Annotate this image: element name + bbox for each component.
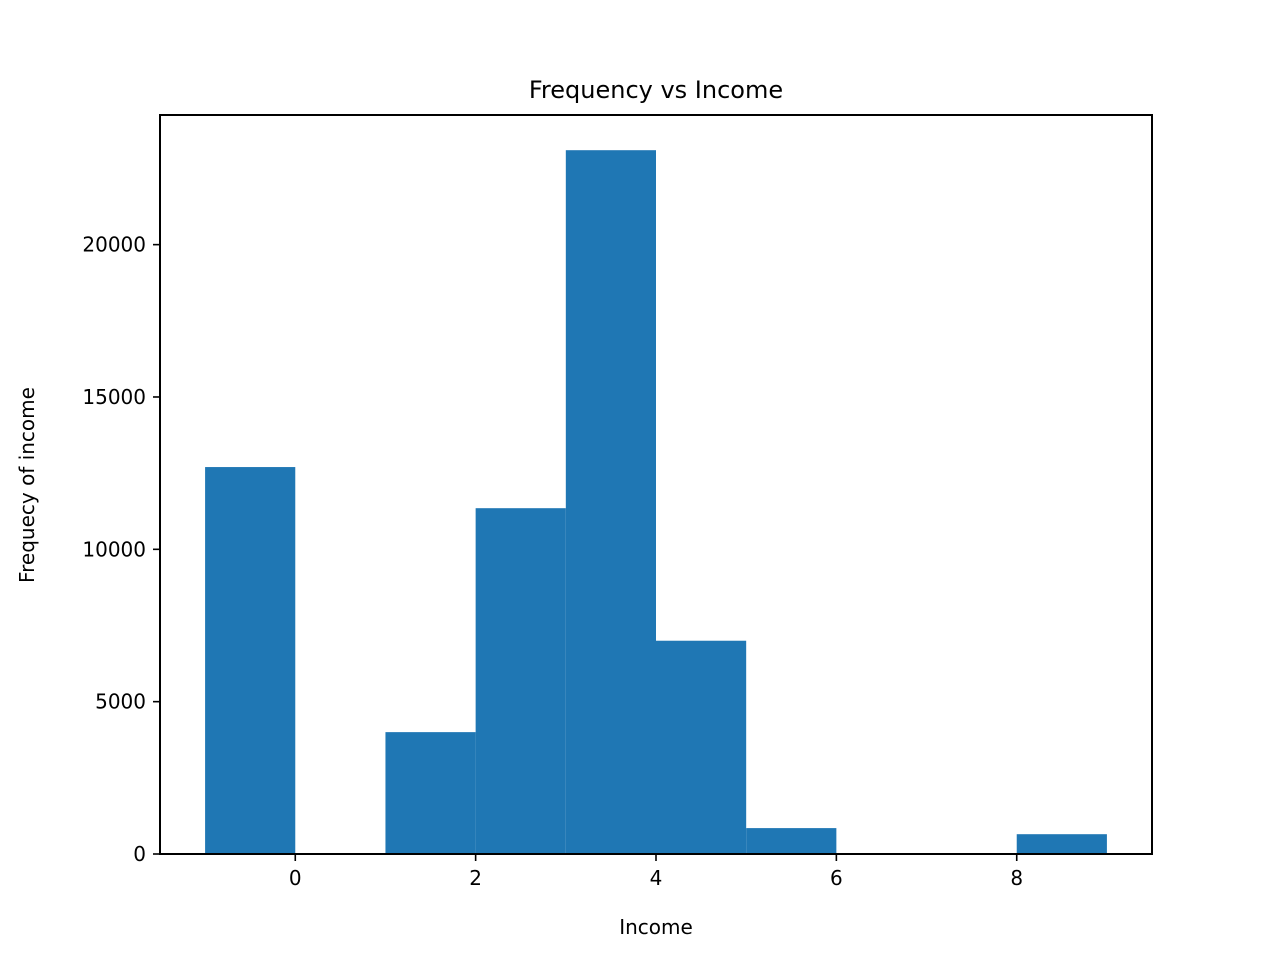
- histogram-bar-6: [746, 828, 837, 854]
- bars-group: [205, 150, 1107, 854]
- x-axis-label: Income: [619, 915, 693, 939]
- y-tick-label: 10000: [82, 537, 146, 561]
- x-tick-label: 6: [830, 866, 843, 890]
- histogram-bar-4: [565, 150, 656, 854]
- x-ticks-group: 0 2 4 6 8: [289, 854, 1023, 890]
- histogram-bar-9: [1016, 834, 1107, 854]
- x-tick-label: 8: [1010, 866, 1023, 890]
- x-tick-label: 0: [289, 866, 302, 890]
- histogram-bar-3: [475, 508, 566, 854]
- histogram-bar-0: [205, 467, 296, 854]
- histogram-bar-5: [656, 640, 747, 854]
- x-tick-label: 2: [469, 866, 482, 890]
- histogram-bar-2: [385, 732, 476, 854]
- y-tick-label: 5000: [95, 690, 146, 714]
- chart-title: Frequency vs Income: [529, 76, 783, 104]
- x-tick-label: 4: [650, 866, 663, 890]
- y-ticks-group: 0 5000 10000 15000 20000: [82, 233, 160, 866]
- y-tick-label: 20000: [82, 233, 146, 257]
- y-tick-label: 0: [133, 842, 146, 866]
- y-tick-label: 15000: [82, 385, 146, 409]
- y-axis-label: Frequecy of income: [15, 387, 39, 583]
- plot-frame: [159, 114, 1153, 855]
